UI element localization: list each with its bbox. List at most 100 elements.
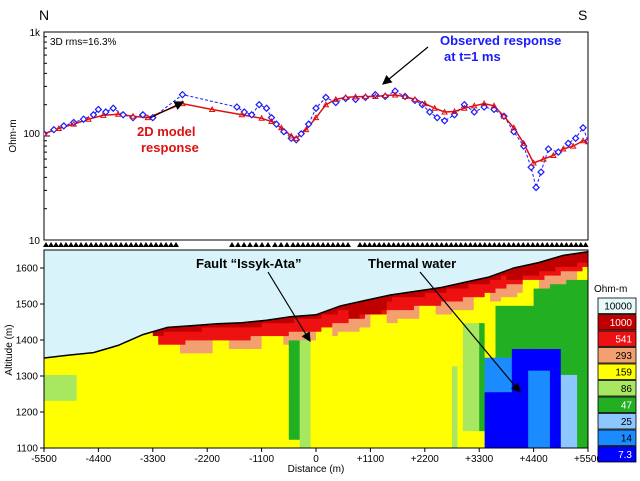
- section-cell: [364, 409, 371, 414]
- section-cell: [424, 301, 431, 306]
- section-cell: [49, 409, 56, 414]
- section-cell: [560, 257, 567, 263]
- section-cell: [299, 318, 306, 324]
- section-cell: [392, 296, 398, 302]
- section-cell: [479, 301, 486, 306]
- section-cell: [76, 391, 83, 397]
- section-cell: [522, 430, 529, 436]
- station-marker: [405, 242, 411, 247]
- y-tick-label: 1400: [16, 336, 39, 347]
- section-cell: [490, 422, 496, 427]
- section-cell: [446, 426, 453, 432]
- observed-point: [139, 110, 147, 119]
- section-cell: [495, 314, 502, 319]
- section-cell: [413, 335, 420, 341]
- section-cell: [44, 417, 50, 423]
- section-cell: [549, 391, 556, 397]
- station-marker: [143, 242, 149, 247]
- section-cell: [245, 422, 252, 427]
- section-cell: [370, 357, 377, 362]
- section-cell: [234, 340, 241, 345]
- section-cell: [424, 314, 431, 319]
- section-cell: [239, 344, 246, 350]
- section-cell: [381, 417, 388, 423]
- section-cell: [364, 322, 371, 328]
- section-cell: [359, 309, 366, 315]
- section-cell: [511, 270, 518, 276]
- section-cell: [76, 387, 83, 393]
- observed-point: [433, 113, 442, 122]
- section-cell: [201, 361, 208, 367]
- section-cell: [495, 374, 502, 380]
- section-cell: [185, 374, 192, 380]
- section-cell: [305, 396, 311, 401]
- section-cell: [310, 443, 317, 448]
- section-cell: [337, 327, 344, 332]
- section-cell: [109, 357, 116, 362]
- section-cell: [44, 404, 50, 410]
- section-cell: [511, 275, 518, 280]
- section-cell: [457, 352, 464, 358]
- section-cell: [44, 400, 50, 406]
- section-cell: [468, 443, 475, 448]
- section-cell: [354, 344, 360, 350]
- section-cell: [207, 383, 214, 388]
- section-cell: [533, 266, 540, 272]
- section-cell: [539, 283, 545, 289]
- section-cell: [141, 387, 148, 393]
- section-cell: [174, 327, 181, 332]
- observed-point: [527, 163, 535, 172]
- section-cell: [392, 309, 398, 315]
- section-cell: [468, 409, 475, 414]
- section-cell: [419, 391, 426, 397]
- section-cell: [136, 383, 143, 388]
- section-cell: [141, 443, 148, 448]
- section-cell: [223, 361, 230, 367]
- section-cell: [158, 378, 165, 384]
- section-cell: [82, 435, 88, 440]
- section-cell: [533, 331, 540, 337]
- station-marker: [335, 242, 341, 247]
- section-cell: [354, 331, 360, 337]
- section-cell: [495, 396, 502, 401]
- section-cell: [277, 409, 284, 414]
- section-cell: [212, 422, 219, 427]
- section-cell: [517, 314, 524, 319]
- section-cell: [169, 344, 175, 350]
- section-cell: [294, 400, 301, 406]
- section-cell: [364, 439, 371, 445]
- section-cell: [212, 374, 219, 380]
- section-cell: [441, 335, 447, 341]
- section-cell: [174, 335, 181, 341]
- observed-point: [94, 105, 103, 114]
- section-cell: [490, 331, 496, 337]
- section-cell: [250, 365, 257, 371]
- section-cell: [169, 400, 175, 406]
- section-cell: [539, 361, 545, 367]
- section-cell: [403, 426, 409, 432]
- section-cell: [386, 314, 393, 319]
- station-marker: [515, 242, 522, 247]
- section-cell: [76, 417, 83, 423]
- section-cell: [571, 439, 578, 445]
- section-cell: [566, 413, 573, 419]
- section-cell: [348, 314, 355, 319]
- section-cell: [131, 443, 137, 448]
- section-cell: [544, 283, 551, 289]
- section-cell: [316, 348, 322, 354]
- section-cell: [92, 417, 99, 423]
- legend-swatch: [597, 413, 637, 430]
- section-cell: [359, 439, 366, 445]
- section-cell: [446, 396, 453, 401]
- section-cell: [196, 400, 203, 406]
- section-cell: [180, 417, 186, 423]
- section-cell: [321, 335, 328, 341]
- section-cell: [392, 365, 398, 371]
- section-cell: [473, 426, 480, 432]
- section-cell: [413, 396, 420, 401]
- section-cell: [457, 335, 464, 341]
- section-cell: [413, 357, 420, 362]
- section-cell: [457, 296, 464, 302]
- section-cell: [305, 322, 311, 328]
- section-cell: [212, 435, 219, 440]
